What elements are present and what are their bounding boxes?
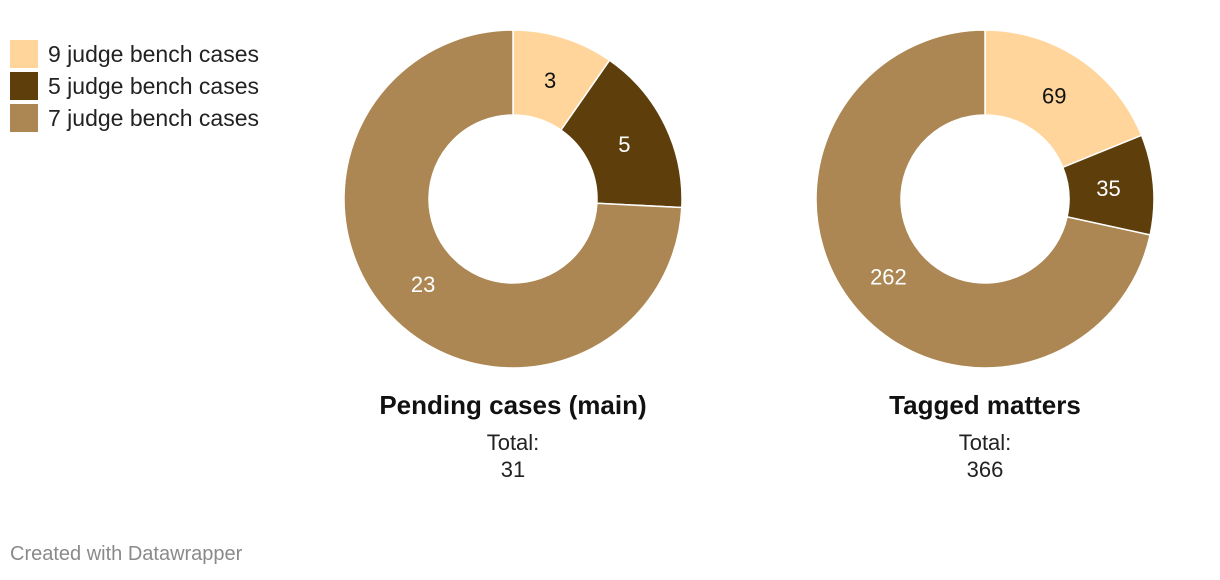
total-label: Total: [959,430,1012,455]
slice-value-label: 262 [870,264,907,289]
legend: 9 judge bench cases 5 judge bench cases … [10,38,259,134]
legend-label: 7 judge bench cases [48,104,259,131]
chart-title: Pending cases (main) [379,390,646,420]
donut-chart-tagged-matters: 69 35 262 Tagged matters Total: 366 [815,29,1155,482]
legend-swatch [10,72,38,100]
total-value: 366 [967,457,1004,482]
total-value: 31 [501,457,525,482]
donut-slice [343,29,683,369]
slice-value-label: 35 [1096,176,1120,201]
legend-label: 9 judge bench cases [48,40,259,67]
total-label: Total: [487,430,540,455]
legend-item-9-judge: 9 judge bench cases [10,38,259,70]
slice-value-label: 5 [618,132,630,157]
legend-swatch [10,104,38,132]
footer-credit: Created with Datawrapper [10,543,243,565]
legend-swatch [10,40,38,68]
slice-value-label: 23 [411,272,435,297]
slice-value-label: 69 [1042,84,1066,109]
donut-slice [984,29,1143,169]
slice-value-label: 3 [544,68,556,93]
legend-label: 5 judge bench cases [48,72,259,99]
chart-title: Tagged matters [889,390,1081,420]
donut-slice [815,29,1152,369]
legend-item-5-judge: 5 judge bench cases [10,70,259,102]
donut-chart-pending-cases: 3 5 23 Pending cases (main) Total: 31 [343,29,683,482]
legend-item-7-judge: 7 judge bench cases [10,102,259,134]
